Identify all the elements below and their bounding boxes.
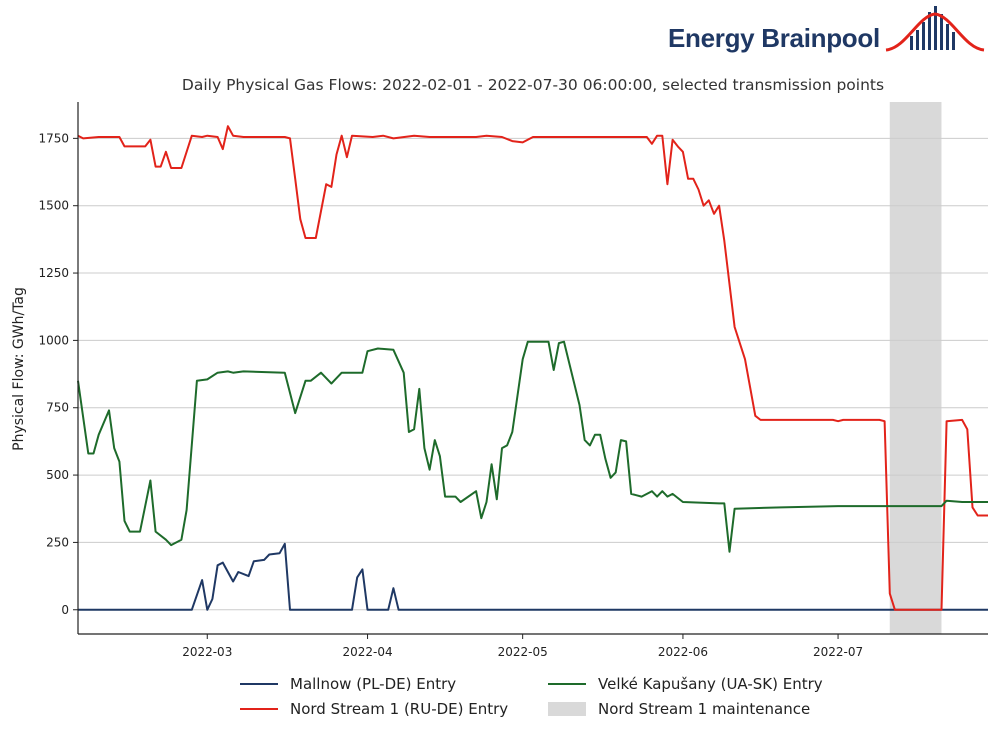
x-tick-label-2022-04: 2022-04 [342,645,392,659]
legend-label-nord-stream: Nord Stream 1 (RU-DE) Entry [290,700,509,718]
x-tick-label-2022-06: 2022-06 [658,645,708,659]
legend-swatch-maintenance [548,702,586,716]
series-line-velke-kapusany-ua-sk-entry [77,340,988,553]
legend-label-maintenance: Nord Stream 1 maintenance [598,700,811,718]
y-tick-label-1000: 1000 [38,333,69,347]
legend-label-mallnow: Mallnow (PL-DE) Entry [290,675,457,693]
x-tick-label-2022-07: 2022-07 [813,645,863,659]
legend-item-velke-kapusany: Velké Kapušany (UA-SK) Entry [548,675,823,693]
y-tick-label-250: 250 [46,535,69,549]
legend-label-velke-kapusany: Velké Kapušany (UA-SK) Entry [598,675,823,693]
y-tick-label-1750: 1750 [38,131,69,145]
legend-swatch-velke-kapusany [548,683,586,685]
y-tick-label-0: 0 [61,603,69,617]
legend-item-mallnow: Mallnow (PL-DE) Entry [240,675,456,693]
brand-name: Energy Brainpool [668,23,880,53]
maintenance-shaded-region [889,102,942,634]
legend-item-maintenance: Nord Stream 1 maintenance [548,700,810,718]
line-chart: 0 250 500 750 1000 1250 1500 1750 2022-03 2022-0… [11,102,988,659]
brand-logo: Energy Brainpool [668,6,990,56]
series-line-mallnow-pl-de-entry [78,542,988,611]
legend: Mallnow (PL-DE) Entry Velké Kapušany (UA… [230,673,870,727]
y-axis-label: Physical Flow: GWh/Tag [11,287,27,451]
chart-title: Daily Physical Gas Flows: 2022-02-01 - 2… [181,76,885,94]
series-line-nord-stream-1-ru-de-entry [77,125,988,611]
legend-swatch-nord-stream [240,708,278,710]
x-tick-label-2022-03: 2022-03 [182,645,232,659]
x-tick-label-2022-05: 2022-05 [498,645,548,659]
y-tick-label-1500: 1500 [38,199,69,213]
y-tick-label-500: 500 [46,468,69,482]
legend-item-nord-stream: Nord Stream 1 (RU-DE) Entry [240,700,508,718]
y-tick-label-750: 750 [46,401,69,415]
bell-curve-bars-icon [885,6,985,52]
y-tick-label-1250: 1250 [38,266,69,280]
legend-swatch-mallnow [240,683,278,685]
